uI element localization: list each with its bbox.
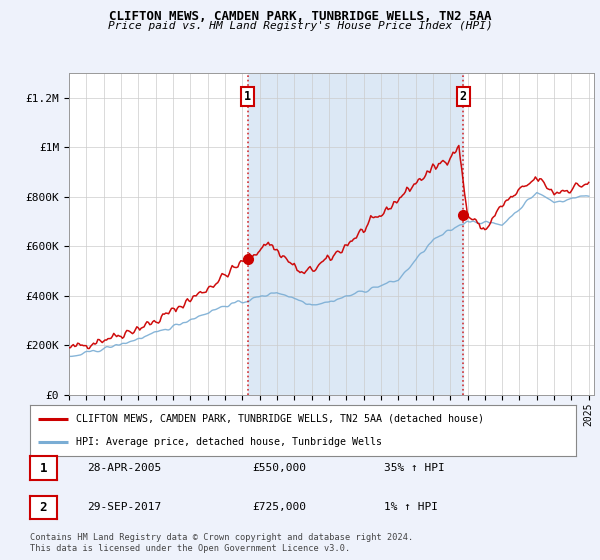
Text: 28-APR-2005: 28-APR-2005 [87,463,161,473]
Text: 1% ↑ HPI: 1% ↑ HPI [384,502,438,512]
Text: Price paid vs. HM Land Registry's House Price Index (HPI): Price paid vs. HM Land Registry's House … [107,21,493,31]
Text: 29-SEP-2017: 29-SEP-2017 [87,502,161,512]
Text: 2: 2 [40,501,47,514]
Bar [248,73,463,395]
Text: 1: 1 [40,461,47,475]
Text: 35% ↑ HPI: 35% ↑ HPI [384,463,445,473]
Text: CLIFTON MEWS, CAMDEN PARK, TUNBRIDGE WELLS, TN2 5AA (detached house): CLIFTON MEWS, CAMDEN PARK, TUNBRIDGE WEL… [76,414,484,424]
Text: £725,000: £725,000 [252,502,306,512]
Text: 1: 1 [244,91,251,104]
Text: 2: 2 [460,91,467,104]
Text: £550,000: £550,000 [252,463,306,473]
Text: Contains HM Land Registry data © Crown copyright and database right 2024.
This d: Contains HM Land Registry data © Crown c… [30,533,413,553]
Text: CLIFTON MEWS, CAMDEN PARK, TUNBRIDGE WELLS, TN2 5AA: CLIFTON MEWS, CAMDEN PARK, TUNBRIDGE WEL… [109,10,491,23]
Text: HPI: Average price, detached house, Tunbridge Wells: HPI: Average price, detached house, Tunb… [76,437,382,447]
